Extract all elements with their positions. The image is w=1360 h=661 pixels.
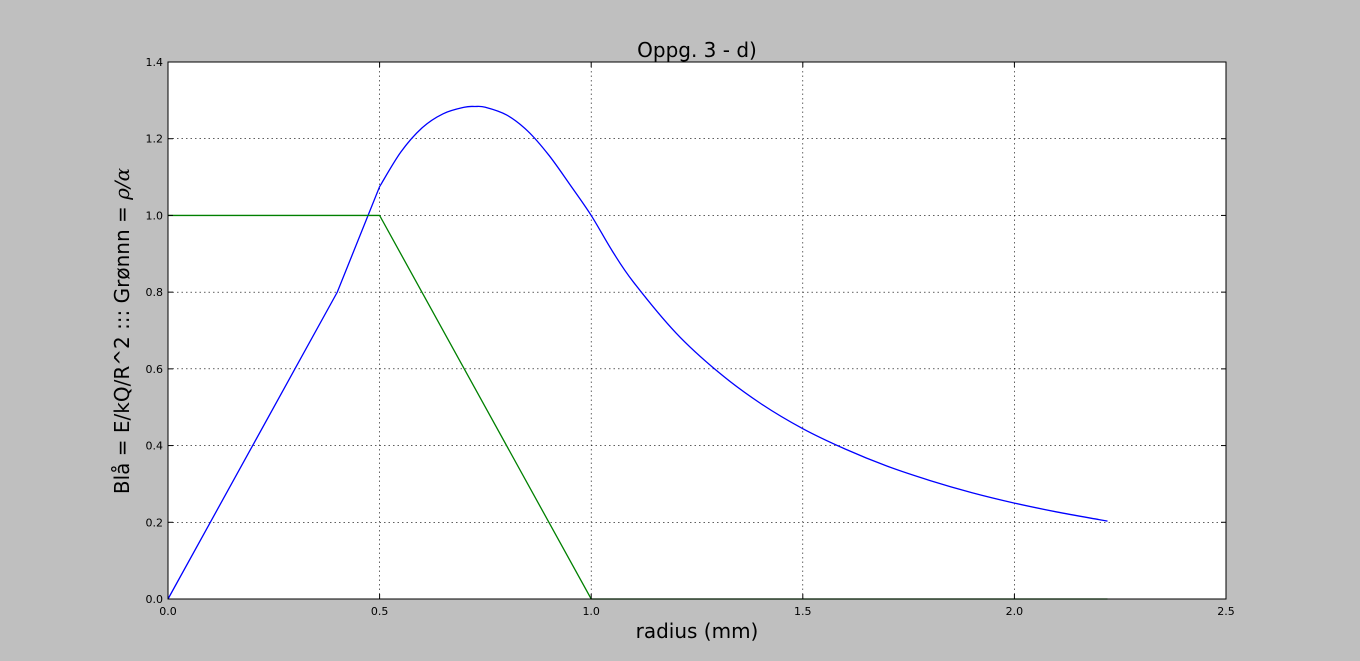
y-tick-label: 0.6 [146,363,164,376]
y-tick-label: 0.4 [146,440,164,453]
y-tick-label: 0.2 [146,516,164,529]
chart-title: Oppg. 3 - d) [637,38,757,62]
y-axis-label-text: Blå = E/kQ/R^2 ::: Grønnn = [110,200,134,494]
x-axis-label: radius (mm) [636,619,759,643]
plot-area [168,62,1226,599]
x-tick-label: 2.5 [1217,605,1235,618]
x-tick-label: 0.5 [371,605,389,618]
x-tick-label: 1.0 [582,605,600,618]
y-axis-label: Blå = E/kQ/R^2 ::: Grønnn = ρ/α [110,167,134,494]
x-tick-label: 0.0 [159,605,177,618]
x-tick-label: 1.5 [794,605,812,618]
y-tick-label: 1.0 [146,209,164,222]
x-tick-label: 2.0 [1006,605,1024,618]
series-line-blue [167,105,1108,600]
plot-frame [167,61,1227,600]
axis-ticks: 0.0 0.5 1.0 1.5 2.0 2.5 0.0 0.2 0.4 0.6 0.8 1.0 1.2 1… [146,56,1235,618]
y-tick-label: 1.2 [146,133,164,146]
y-tick-label: 0.0 [146,593,164,606]
y-tick-label: 0.8 [146,286,164,299]
y-tick-label: 1.4 [146,56,164,69]
y-axis-label-math: ρ/α [110,167,134,200]
